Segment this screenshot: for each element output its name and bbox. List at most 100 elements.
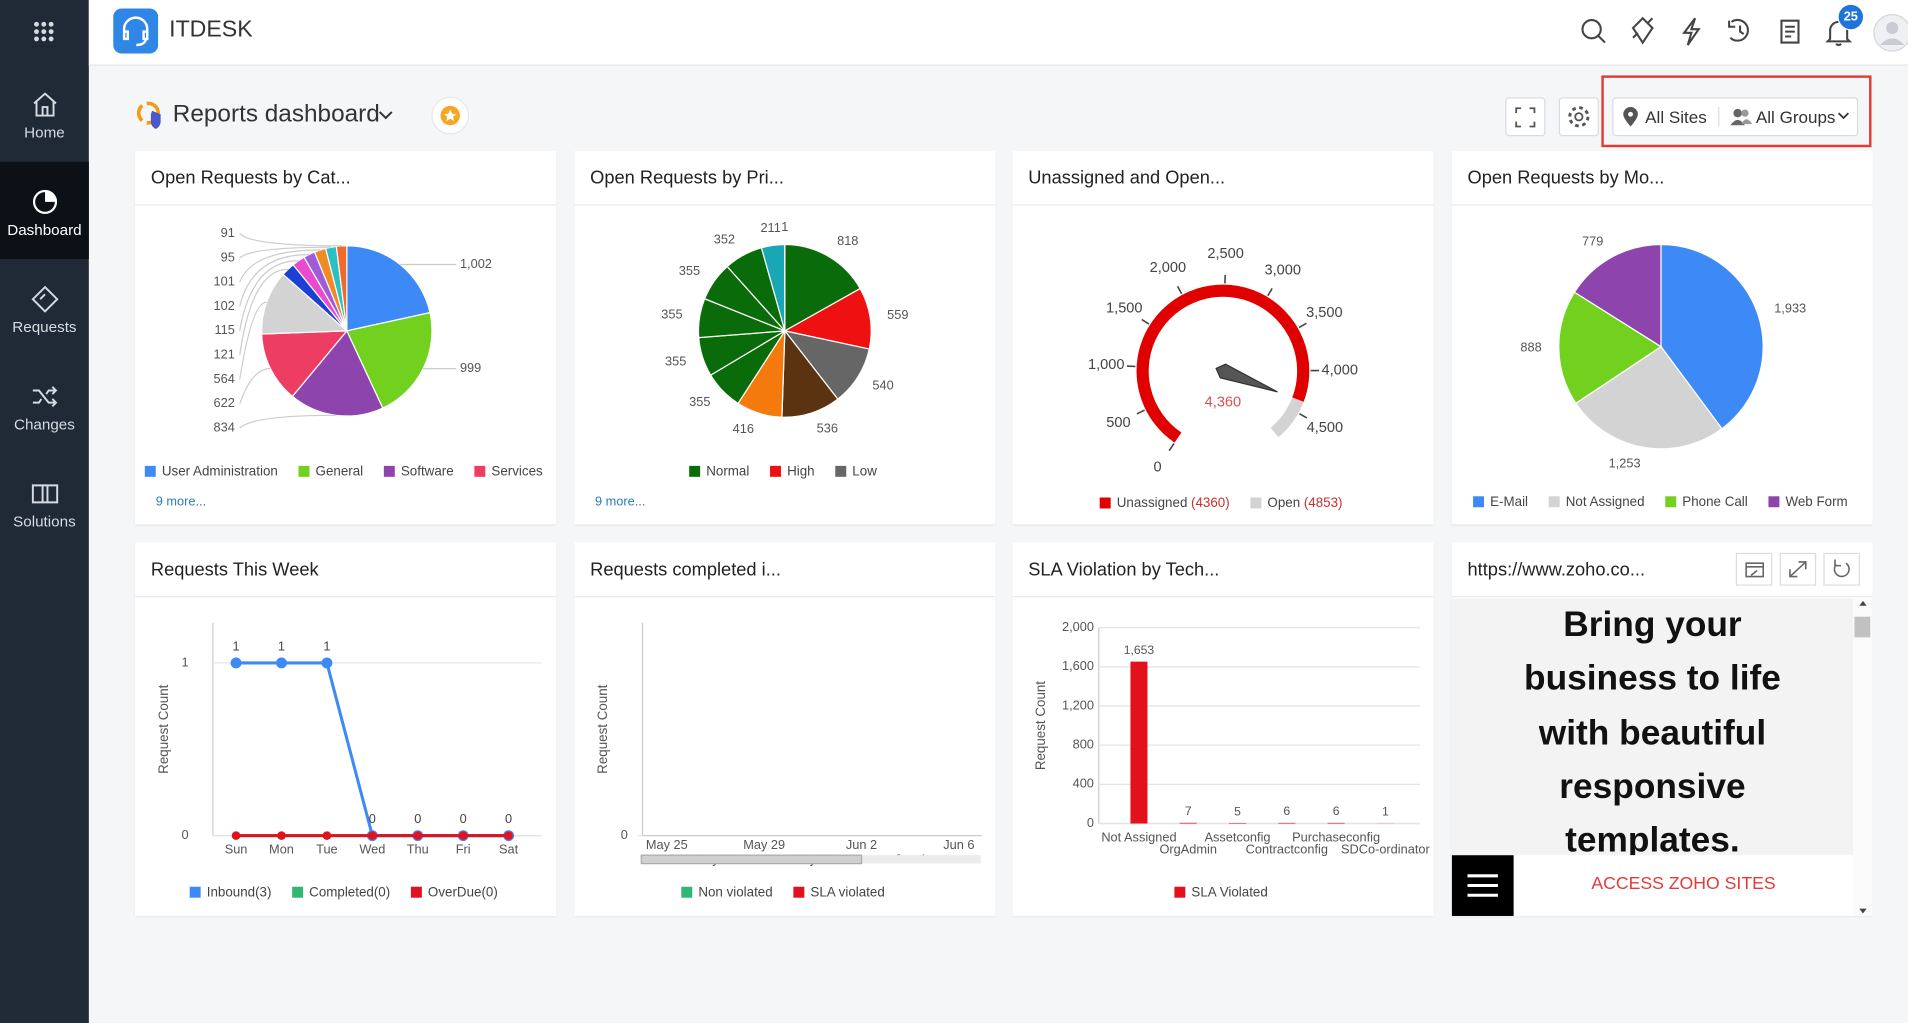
data-label: 355 <box>661 307 682 322</box>
nav-label: Dashboard <box>7 221 82 239</box>
site-filter[interactable]: All Sites <box>1645 107 1707 127</box>
data-label: 355 <box>679 263 700 278</box>
embedded-button[interactable]: ACCESS ZOHO SITES <box>1591 874 1776 895</box>
more-link[interactable]: 9 more... <box>156 494 206 509</box>
x-tick-label: Not Assigned <box>1101 829 1176 844</box>
pie-slice <box>784 243 862 332</box>
y-axis-title: Request Count <box>1033 681 1048 770</box>
leader-line <box>239 367 271 405</box>
notes-icon[interactable] <box>1780 19 1800 44</box>
changes-icon <box>32 386 58 407</box>
nav-dashboard[interactable]: Dashboard <box>0 161 89 260</box>
embedded-page: Bring your business to life with beautif… <box>1451 598 1854 916</box>
x-tick-label: Mon <box>269 842 294 857</box>
legend-label: OverDue(0) <box>428 884 498 899</box>
legend-swatch <box>474 465 486 477</box>
legend: Unassigned (4360) Open (4853) <box>1099 495 1343 510</box>
menu-button[interactable] <box>1451 855 1514 916</box>
bar <box>1327 822 1345 824</box>
popout-button[interactable] <box>1735 552 1773 586</box>
gauge-tick-label: 4,500 <box>1307 420 1343 436</box>
highlight-box <box>1601 75 1872 148</box>
site-group-filter: All Sites All Groups <box>1612 97 1859 137</box>
settings-icon <box>1568 106 1590 128</box>
web-widget: https://www.zoho.co... Bring your busine… <box>1451 542 1873 916</box>
settings-button[interactable] <box>1558 97 1599 137</box>
legend-swatch <box>383 465 395 477</box>
leader-line <box>239 414 336 429</box>
gauge-tick <box>1141 318 1150 325</box>
data-label: 818 <box>837 233 858 248</box>
x-tick-label: May 29 <box>743 837 785 852</box>
nav-label: Solutions <box>13 513 76 531</box>
gauge-tick <box>1136 409 1145 415</box>
bar <box>1130 661 1148 824</box>
x-scroll-thumb[interactable] <box>640 854 863 865</box>
app-logo[interactable] <box>113 8 159 54</box>
expand-button[interactable] <box>1779 552 1817 586</box>
nav-changes[interactable]: Changes <box>0 356 89 453</box>
legend: User Administration General Software Servic… <box>144 463 543 478</box>
apps-icon[interactable] <box>33 21 55 43</box>
y-tick-label: 0 <box>621 827 628 842</box>
data-label: 779 <box>1582 234 1603 249</box>
nav-requests[interactable]: Requests <box>0 259 89 356</box>
legend: Inbound(3) Completed(0) OverDue(0) <box>189 884 498 899</box>
card-header: SLA Violation by Tech... <box>1012 543 1434 598</box>
leader-line <box>239 233 342 247</box>
solutions-icon <box>31 484 59 504</box>
group-dropdown[interactable] <box>1837 112 1850 122</box>
x-tick-label: SDCo-ordinator <box>1341 842 1430 857</box>
line-point <box>231 831 241 840</box>
x-tick-label: May 25 <box>646 837 688 852</box>
card-title: Open Requests by Pri... <box>590 167 784 189</box>
data-label: 999 <box>460 360 481 375</box>
notification-badge[interactable]: 25 <box>1837 3 1865 31</box>
line-point <box>368 831 377 840</box>
legend-label: Normal <box>706 463 749 478</box>
data-label: 1,653 <box>1124 643 1155 657</box>
legend-swatch <box>1548 496 1560 508</box>
gauge-tick-label: 500 <box>1106 415 1130 431</box>
legend-swatch <box>1174 886 1186 898</box>
avatar[interactable] <box>1872 12 1908 53</box>
card-title: Unassigned and Open... <box>1028 167 1226 189</box>
y-axis-title: Request Count <box>595 684 610 773</box>
legend-label: User Administration <box>162 463 278 478</box>
data-label: 559 <box>887 307 908 322</box>
group-filter[interactable]: All Groups <box>1755 107 1836 127</box>
history-icon[interactable] <box>1728 19 1749 42</box>
quick-icon[interactable] <box>1682 17 1701 46</box>
dashboard-icon <box>32 189 58 214</box>
legend-swatch <box>689 465 701 477</box>
nav-solutions[interactable]: Solutions <box>0 454 89 551</box>
data-label: 1 <box>233 639 240 654</box>
refresh-button[interactable] <box>1823 552 1860 586</box>
search-icon[interactable] <box>1581 19 1606 44</box>
more-link[interactable]: 9 more... <box>595 494 645 509</box>
dashboard-title[interactable]: Reports dashboard <box>172 100 380 128</box>
data-label: 0 <box>369 811 376 826</box>
legend-swatch <box>1768 496 1780 508</box>
report-widget: 1,002 999 91 95 101 102 115 121 564 622 834 User Ad… <box>135 150 557 525</box>
tools-icon[interactable] <box>1631 16 1654 45</box>
legend-label: Non violated <box>698 884 772 899</box>
y-tick-label: 1,200 <box>1062 697 1094 712</box>
fullscreen-button[interactable] <box>1505 97 1546 137</box>
scrollbar[interactable] <box>1853 598 1873 916</box>
card-title: Requests This Week <box>150 559 319 581</box>
card-title: SLA Violation by Tech... <box>1028 559 1220 581</box>
legend-label: Low <box>852 463 877 478</box>
y-tick-label: 400 <box>1073 776 1094 791</box>
pie-slice <box>1575 345 1723 450</box>
pie-slice <box>1558 291 1663 405</box>
nav-home[interactable]: Home <box>0 64 89 161</box>
data-label: 540 <box>872 377 893 392</box>
legend-label: High <box>787 463 815 478</box>
title-dropdown[interactable] <box>378 109 393 121</box>
site-icon <box>1623 107 1638 127</box>
requests-icon <box>31 285 59 313</box>
widget-chart: 0 400 800 1,200 1,600 2,000 Not AssignedOrgAdm… <box>1033 619 1430 899</box>
favorite-button[interactable] <box>430 95 471 136</box>
app-name: ITDESK <box>169 17 253 43</box>
